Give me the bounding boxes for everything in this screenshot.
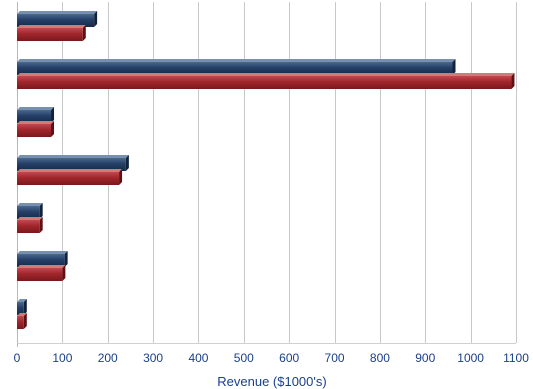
bar-top-face [17,203,43,206]
bar-top-face [17,73,515,76]
bar [17,316,24,329]
x-tick-label: 500 [234,351,254,365]
bar-top-face [17,313,27,316]
bar [17,110,52,123]
bar-series-2-category-5 [17,217,43,233]
bar [17,302,24,315]
x-tick-label: 800 [370,351,390,365]
bar-top-face [17,217,43,220]
bar-series-2-category-4 [17,169,123,185]
bar-side-face [452,59,456,75]
x-tick-label: 900 [415,351,435,365]
bar-series-2-category-6 [17,265,66,281]
x-tick-label: 200 [98,351,118,365]
bar-series-1-category-6 [17,251,68,267]
bar-top-face [17,107,55,110]
bar-series-2-category-2 [17,73,515,89]
grid-lines [17,2,517,347]
bar-side-face [62,265,66,281]
bar [17,14,95,27]
bar-series-2-category-3 [17,121,55,137]
x-tick-label: 1000 [457,351,484,365]
bar-series-1-category-1 [17,11,98,27]
bar-side-face [23,299,27,315]
x-axis-ticks: 0 100 200 300 400 500 600 700 800 900 1000 1100 [14,351,530,365]
bar-top-face [17,251,68,254]
bar-series-1-category-2 [17,59,456,75]
bar [17,124,52,137]
bar-series-1-category-4 [17,155,129,171]
bar-side-face [511,73,515,89]
bar [17,28,83,41]
x-axis-title: Revenue ($1000's) [217,374,326,389]
bar [17,62,453,75]
x-tick-label: 700 [325,351,345,365]
bar [17,254,65,267]
bar-top-face [17,169,123,172]
bar-top-face [17,59,456,62]
bar-series-1-category-3 [17,107,55,123]
x-tick-label: 1100 [503,351,529,365]
bar-side-face [125,155,129,171]
x-tick-label: 300 [143,351,163,365]
bar-side-face [64,251,68,267]
bar [17,158,126,171]
bar-side-face [39,217,43,233]
bar [17,268,63,281]
bar [17,206,40,219]
bar [17,220,40,233]
bar-side-face [119,169,123,185]
bar-top-face [17,155,129,158]
bar [17,76,512,89]
bar-series-2-category-7 [17,313,27,329]
bar-side-face [51,107,55,123]
bar-series-1-category-5 [17,203,43,219]
bar-side-face [82,25,86,41]
x-tick-label: 0 [14,351,21,365]
bar-side-face [39,203,43,219]
bar-top-face [17,299,27,302]
bar [17,172,120,185]
bar-side-face [94,11,98,27]
bars [17,11,515,329]
bar-top-face [17,25,86,28]
x-tick-label: 600 [279,351,299,365]
x-tick-label: 100 [52,351,72,365]
bar-top-face [17,11,98,14]
x-tick-label: 400 [188,351,208,365]
bar-series-1-category-7 [17,299,27,315]
bar-side-face [23,313,27,329]
bar-top-face [17,265,66,268]
bar-side-face [51,121,55,137]
bar-top-face [17,121,55,124]
bar-series-2-category-1 [17,25,86,41]
